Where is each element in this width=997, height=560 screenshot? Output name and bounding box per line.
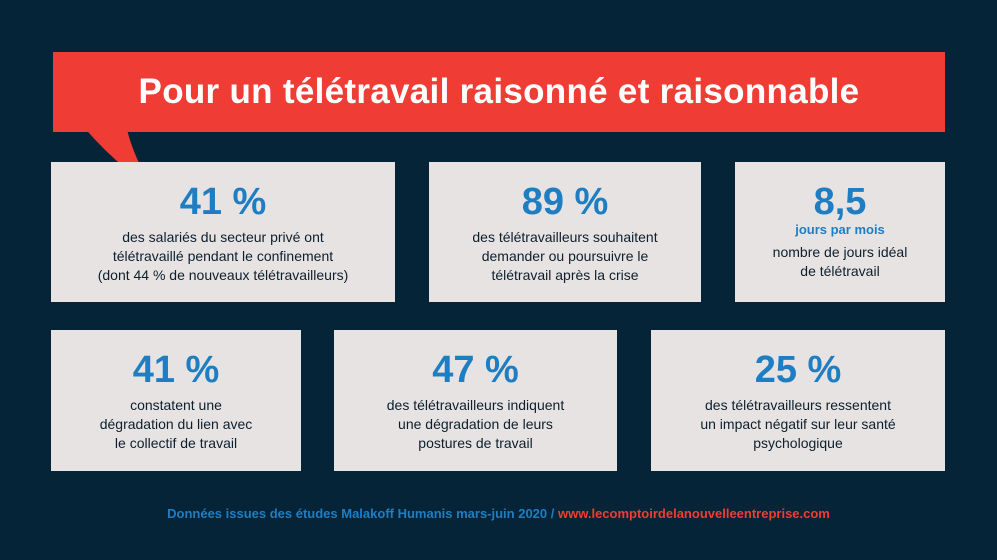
stat-description: des salariés du secteur privé ont télétr… [97, 229, 349, 283]
stat-value: 89 % [521, 181, 609, 223]
stat-description: nombre de jours idéal de télétravail [772, 244, 908, 279]
stat-card-salaries: 41 % des salariés du secteur privé ont t… [51, 162, 395, 302]
source-footer: Données issues des études Malakoff Human… [0, 506, 997, 521]
stat-value: 47 % [432, 349, 519, 391]
stat-value: 8,5 [813, 181, 867, 223]
page-title: Pour un télétravail raisonné et raisonna… [138, 72, 860, 111]
stat-description: constatent une dégradation du lien avec … [99, 397, 253, 451]
stat-value: 41 % [179, 181, 267, 223]
stat-card-collective: 41 % constatent une dégradation du lien … [51, 330, 301, 471]
stat-card-psychological: 25 % des télétravailleurs ressentent un … [651, 330, 945, 471]
stat-card-continue: 89 % des télétravailleurs souhaitent dem… [429, 162, 701, 302]
source-text: Données issues des études Malakoff Human… [167, 506, 548, 521]
stat-unit: jours par mois [795, 222, 885, 237]
title-banner: Pour un télétravail raisonné et raisonna… [53, 52, 945, 132]
stat-description: des télétravailleurs souhaitent demander… [472, 229, 658, 283]
stat-card-posture: 47 % des télétravailleurs indiquent une … [334, 330, 617, 471]
stat-card-ideal-days: 8,5 jours par mois nombre de jours idéal… [735, 162, 945, 302]
footer-separator: / [547, 506, 558, 521]
stat-value: 41 % [132, 349, 220, 391]
stat-value: 25 % [754, 349, 842, 391]
stat-description: des télétravailleurs indiquent une dégra… [386, 397, 565, 451]
stat-description: des télétravailleurs ressentent un impac… [700, 397, 896, 451]
website-link[interactable]: www.lecomptoirdelanouvelleentreprise.com [558, 506, 830, 521]
